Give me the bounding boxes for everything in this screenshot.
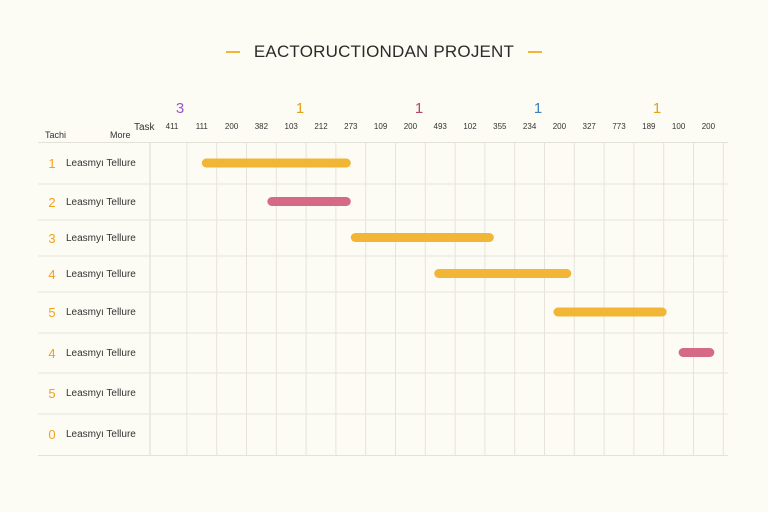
task-name: Leasmyı Tellure [66,307,136,318]
x-tick-label: 103 [284,122,298,131]
task-row-label: 4 Leasmyı Tellure [38,343,136,363]
period-marker: 1 [295,100,305,117]
header-task2-label: Task [134,122,155,133]
x-tick-label: 273 [344,122,358,131]
x-tick-label: 100 [671,122,686,131]
task-number: 5 [48,386,56,401]
task-row-label: 3 Leasmyı Tellure [38,228,136,248]
gantt-svg [38,143,728,455]
period-marker: 1 [652,100,662,117]
chart-title: EACTORUCTIONDAN PROJENT [253,42,515,61]
task-row-label: 5 Leasmyı Tellure [38,384,136,404]
task-bar[interactable] [553,307,667,317]
period-marker: 1 [533,100,543,117]
task-bar[interactable] [678,348,715,357]
task-row-label: 2 Leasmyı Tellure [38,192,136,212]
x-tick-label: 200 [224,122,239,131]
period-marker: 1 [414,100,424,117]
table-header: Tachi More Task [38,118,728,142]
x-tick-label: 109 [373,122,388,131]
chart-title-row: EACTORUCTIONDAN PROJENT [0,38,768,66]
task-row-label: 0 Leasmyı Tellure [38,425,136,445]
x-tick-label: 493 [433,122,447,131]
x-tick-label: 111 [195,122,208,131]
task-number: 1 [48,156,56,171]
x-tick-label: 327 [582,122,596,131]
x-tick-label: 773 [612,122,626,131]
task-number: 3 [48,230,56,246]
task-name: Leasmyı Tellure [66,158,136,169]
task-bar[interactable] [434,269,572,278]
task-name: Leasmyı Tellure [66,388,136,399]
task-name: Leasmyı Tellure [66,232,136,244]
task-name: Leasmyı Tellure [66,347,136,359]
task-name: Leasmyı Tellure [66,429,136,440]
task-name: Leasmyı Tellure [66,268,136,280]
x-tick-label: 189 [642,122,656,131]
task-number: 4 [48,266,56,282]
x-tick-label: 382 [254,122,269,131]
x-tick-label: 212 [314,122,328,131]
x-tick-label: 355 [493,122,507,131]
task-row-label: 5 Leasmyı Tellure [38,303,136,323]
task-bar[interactable] [201,158,351,168]
title-dash-left [225,51,240,53]
header-task-label: Tachi [45,130,67,140]
task-number: 2 [48,194,56,210]
task-number: 5 [48,305,56,320]
title-dash-right [528,51,543,53]
x-axis-ticks: 411 111 200 382 103 212 273 109 200 493 102 355 234 2… [0,122,768,136]
x-tick-label: 200 [701,122,716,131]
task-bar[interactable] [350,233,494,242]
period-markers: 3 1 1 1 1 [0,100,768,120]
task-name: Leasmyı Tellure [66,196,136,208]
x-tick-label: 200 [403,122,418,131]
x-tick-label: 234 [522,122,537,131]
task-row-label: 4 Leasmyı Tellure [38,264,136,284]
gantt-grid: 1 Leasmyı Tellure 2 Leasmyı Tellure 3 Leasmyı… [38,142,728,456]
task-number: 4 [48,345,56,361]
task-bar[interactable] [267,197,351,206]
task-row-label: 1 Leasmyı Tellure [38,154,136,174]
task-number: 0 [48,427,56,442]
x-tick-label: 200 [552,122,567,131]
x-tick-label: 102 [463,122,477,131]
period-marker: 3 [175,100,185,117]
header-more-label: More [110,130,131,140]
x-tick-label: 411 [165,122,179,131]
